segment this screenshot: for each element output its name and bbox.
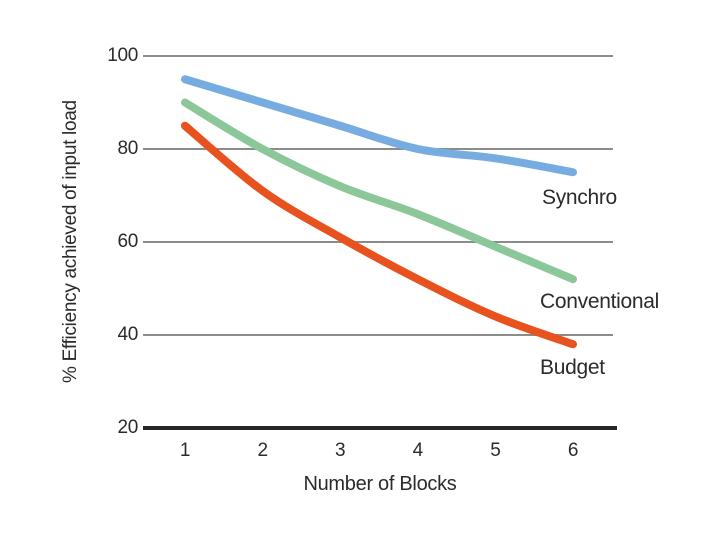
x-tick-label-3: 3 — [335, 440, 346, 461]
y-tick-label-80: 80 — [117, 138, 138, 159]
y-tick-label-40: 40 — [117, 324, 138, 345]
series-label-synchro: Synchro — [542, 186, 617, 209]
y-tick-label-100: 100 — [107, 45, 138, 66]
series-line-budget — [181, 121, 577, 349]
series-label-conventional: Conventional — [540, 290, 659, 313]
y-tick-label-20: 20 — [117, 417, 138, 438]
x-tick-label-2: 2 — [257, 440, 268, 461]
x-tick-label-6: 6 — [567, 440, 579, 461]
x-tick-label-5: 5 — [490, 440, 501, 461]
y-tick-label-60: 60 — [117, 231, 138, 252]
x-tick-label-1: 1 — [179, 440, 191, 461]
series-label-budget: Budget — [540, 356, 605, 379]
x-axis-title: Number of Blocks — [303, 473, 457, 495]
series-line-conventional — [181, 98, 577, 284]
series-line-synchro — [181, 75, 577, 177]
x-tick-label-4: 4 — [412, 440, 424, 461]
